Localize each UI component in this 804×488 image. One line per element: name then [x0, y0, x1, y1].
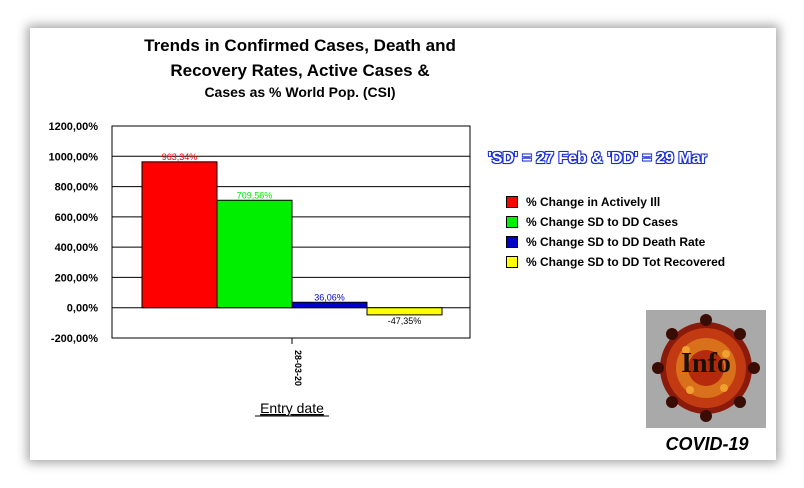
- chart-card: Trends in Confirmed Cases, Death and Rec…: [30, 28, 776, 460]
- y-tick-label: 400,00%: [55, 242, 99, 254]
- bar: [291, 301, 368, 309]
- plot-area: [111, 125, 471, 339]
- legend-swatch: [506, 196, 518, 208]
- legend-label: % Change in Actively Ill: [526, 195, 661, 209]
- legend-swatch: [506, 216, 518, 228]
- bar: [366, 307, 443, 316]
- chart-title-line-1: Trends in Confirmed Cases, Death and: [144, 36, 456, 55]
- y-tick-label: -200,00%: [51, 333, 98, 345]
- bar-data-label: -47,35%: [388, 316, 422, 326]
- bar: [141, 161, 218, 309]
- legend-swatch: [506, 236, 518, 248]
- info-logo: Info: [646, 310, 766, 428]
- bar-chart: 1200,00% 1000,00% 800,00% 600,00% 400,00% 200…: [48, 121, 471, 417]
- legend-label: % Change SD to DD Cases: [526, 215, 679, 229]
- bar: [216, 199, 293, 309]
- legend-label: % Change SD to DD Tot Recovered: [526, 255, 726, 269]
- y-tick-label: 1000,00%: [48, 151, 98, 163]
- legend-label: % Change SD to DD Death Rate: [526, 235, 706, 249]
- bar-data-label: 963,34%: [162, 152, 198, 162]
- bar-data-label: 709,56%: [237, 190, 273, 200]
- x-tick-label: 28-03-20: [293, 350, 303, 386]
- x-axis-label: Entry date: [260, 400, 324, 416]
- y-tick-label: 0,00%: [67, 303, 98, 315]
- y-tick-label: 1200,00%: [48, 121, 98, 133]
- bar-data-label: 36,06%: [314, 292, 345, 302]
- date-range-note: 'SD' = 27 Feb & 'DD' = 29 Mar: [488, 150, 707, 167]
- chart-title-line-3: Cases as % World Pop. (CSI): [204, 84, 396, 100]
- covid-caption: COVID-19: [665, 434, 749, 454]
- y-tick-label: 600,00%: [55, 212, 99, 224]
- y-tick-label: 800,00%: [55, 182, 99, 194]
- virus-logo-icon: [652, 314, 760, 422]
- logo-text: Info: [681, 348, 731, 379]
- chart-title-line-2: Recovery Rates, Active Cases &: [170, 61, 430, 80]
- y-tick-label: 200,00%: [55, 272, 99, 284]
- legend-swatch: [506, 256, 518, 268]
